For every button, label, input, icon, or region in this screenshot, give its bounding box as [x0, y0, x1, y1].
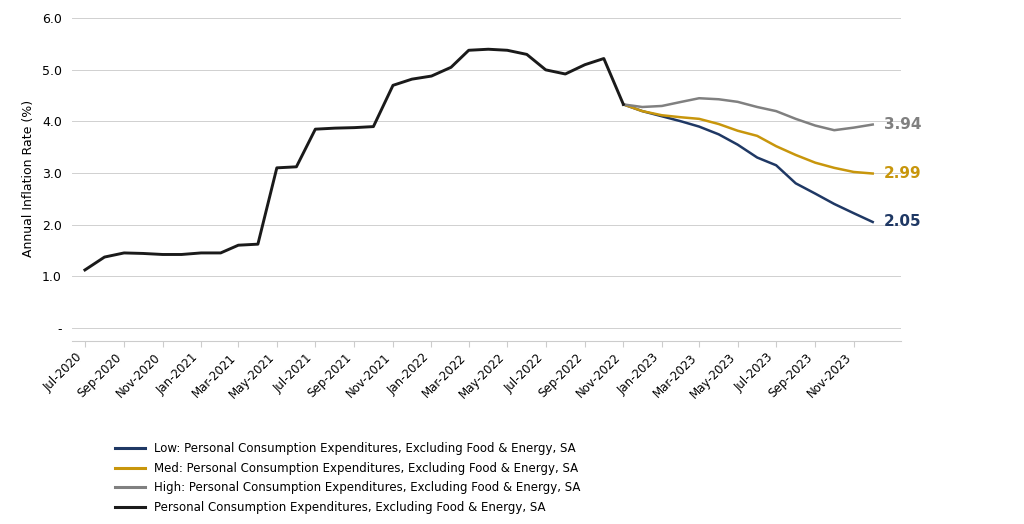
- Text: 2.05: 2.05: [884, 214, 922, 230]
- Legend: Low: Personal Consumption Expenditures, Excluding Food & Energy, SA, Med: Person: Low: Personal Consumption Expenditures, …: [111, 438, 586, 518]
- Y-axis label: Annual Inflation Rate (%): Annual Inflation Rate (%): [22, 100, 35, 257]
- Text: 2.99: 2.99: [884, 166, 922, 181]
- Text: 3.94: 3.94: [884, 117, 922, 132]
